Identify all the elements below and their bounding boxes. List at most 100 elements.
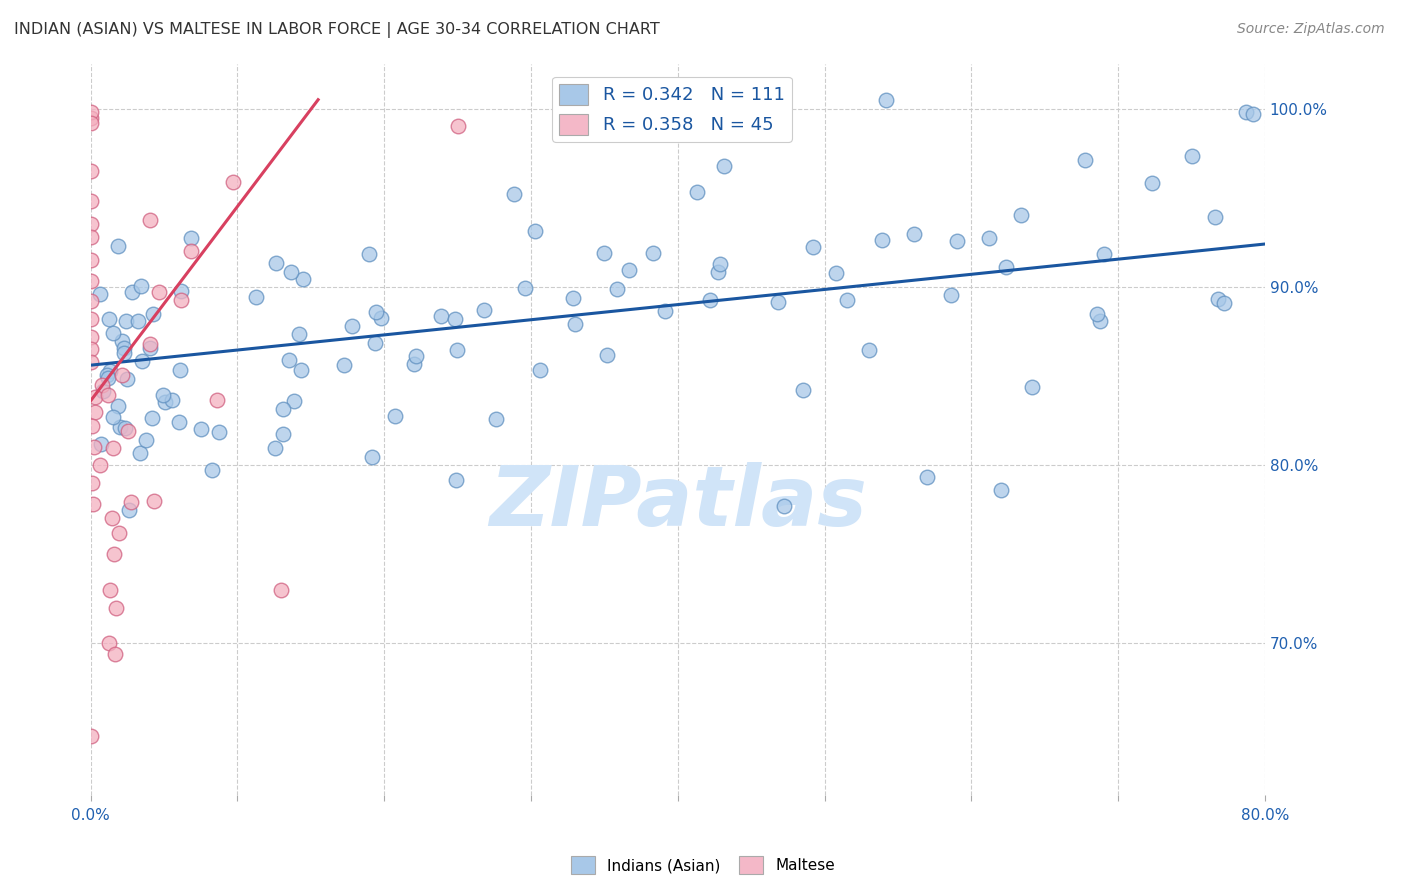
Point [80, 418, 103, 433]
Point [142, 307, 165, 321]
Point [617, 263, 640, 277]
Point [773, 499, 796, 513]
Point [100, 511, 122, 525]
Point [207, 392, 229, 407]
Point [79, 275, 101, 289]
Point [1140, 176, 1163, 190]
Point [84, 404, 107, 418]
Legend: Indians (Asian), Maltese: Indians (Asian), Maltese [564, 850, 842, 880]
Point [97, 636, 120, 650]
Point [79, 116, 101, 130]
Text: Source: ZipAtlas.com: Source: ZipAtlas.com [1237, 22, 1385, 37]
Point [79, 311, 101, 326]
Point [990, 483, 1012, 497]
Point [366, 305, 388, 319]
Point [79, 354, 101, 368]
Point [160, 392, 183, 407]
Point [112, 341, 135, 355]
Point [271, 402, 294, 417]
Point [291, 272, 314, 286]
Point [875, 93, 897, 107]
Point [108, 420, 131, 434]
Point [104, 647, 127, 661]
Point [139, 336, 162, 351]
Point [148, 285, 170, 299]
Point [89, 458, 111, 472]
Point [405, 349, 427, 363]
Point [370, 310, 392, 325]
Point [1021, 380, 1043, 394]
Point [79, 293, 101, 308]
Point [167, 415, 190, 429]
Point [118, 503, 141, 517]
Point [170, 293, 193, 307]
Point [288, 326, 311, 341]
Point [801, 240, 824, 254]
Text: INDIAN (ASIAN) VS MALTESE IN LABOR FORCE | AGE 30-34 CORRELATION CHART: INDIAN (ASIAN) VS MALTESE IN LABOR FORCE… [14, 22, 659, 38]
Point [79, 230, 101, 244]
Legend: R = 0.342   N = 111, R = 0.358   N = 45: R = 0.342 N = 111, R = 0.358 N = 45 [553, 77, 792, 142]
Point [430, 309, 453, 323]
Point [280, 265, 302, 279]
Point [562, 292, 585, 306]
Point [101, 326, 124, 340]
Point [342, 318, 364, 333]
Point [263, 441, 285, 455]
Point [103, 547, 125, 561]
Point [139, 213, 162, 227]
Point [208, 425, 231, 440]
Point [79, 729, 101, 743]
Point [98, 364, 121, 378]
Point [110, 334, 132, 349]
Point [917, 470, 939, 484]
Point [1204, 210, 1226, 224]
Point [290, 362, 312, 376]
Point [264, 256, 287, 270]
Point [91, 384, 114, 398]
Point [472, 303, 495, 318]
Point [114, 314, 136, 328]
Point [977, 230, 1000, 244]
Point [858, 343, 880, 357]
Point [364, 336, 387, 351]
Point [97, 388, 120, 402]
Point [79, 342, 101, 356]
Point [114, 420, 136, 434]
Point [278, 353, 301, 368]
Point [333, 358, 356, 372]
Point [100, 582, 122, 597]
Point [641, 246, 664, 260]
Point [593, 246, 616, 260]
Point [97, 312, 120, 326]
Text: ZIPatlas: ZIPatlas [489, 462, 866, 543]
Point [169, 363, 191, 377]
Point [108, 525, 131, 540]
Point [1092, 247, 1115, 261]
Point [699, 293, 721, 307]
Point [79, 111, 101, 125]
Point [170, 284, 193, 298]
Point [131, 353, 153, 368]
Point [596, 348, 619, 362]
Point [1206, 293, 1229, 307]
Point [564, 318, 586, 332]
Point [1181, 149, 1204, 163]
Point [835, 293, 858, 307]
Point [222, 176, 245, 190]
Point [112, 346, 135, 360]
Point [357, 246, 380, 260]
Point [271, 426, 294, 441]
Point [946, 235, 969, 249]
Point [444, 473, 467, 487]
Point [79, 329, 101, 343]
Point [792, 383, 814, 397]
Point [654, 303, 676, 318]
Point [129, 279, 152, 293]
Point [709, 257, 731, 271]
Point [107, 239, 129, 253]
Point [446, 343, 468, 357]
Point [90, 437, 112, 451]
Point [89, 286, 111, 301]
Point [143, 494, 166, 508]
Point [384, 409, 406, 424]
